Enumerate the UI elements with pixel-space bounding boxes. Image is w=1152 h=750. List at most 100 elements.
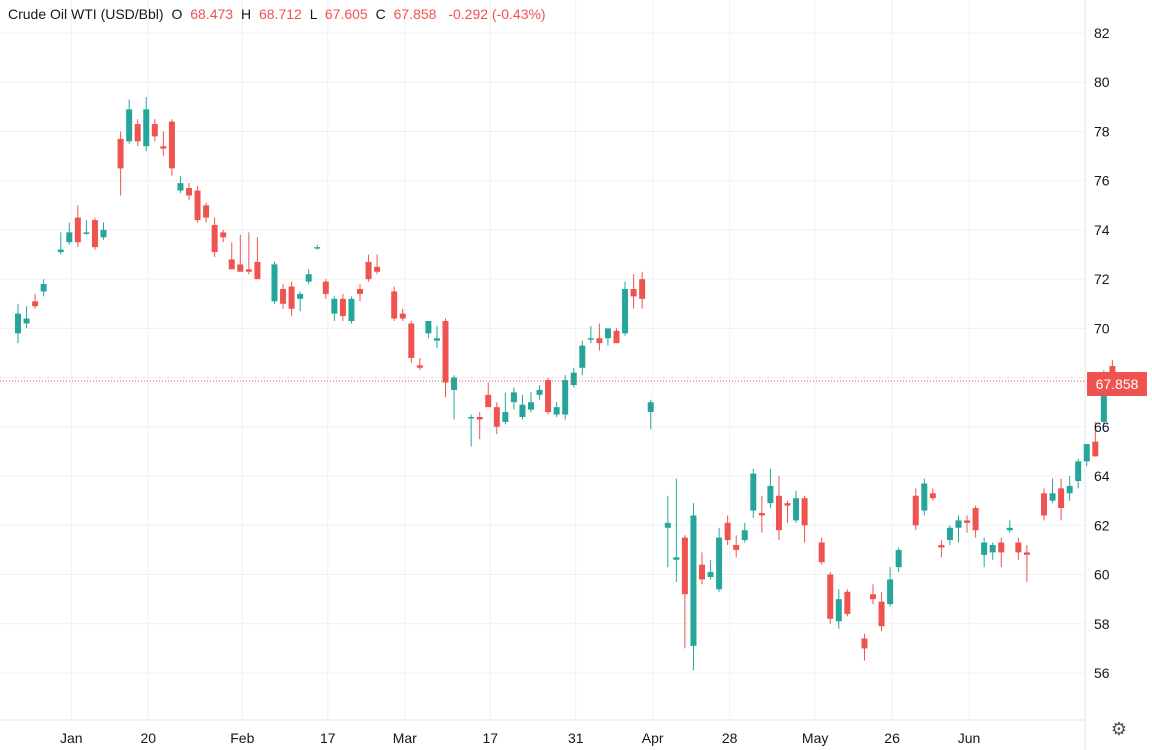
y-tick-label: 60	[1094, 567, 1110, 583]
candle-body	[639, 279, 646, 299]
candle	[895, 547, 902, 573]
candle	[630, 274, 637, 309]
x-tick-label: 26	[884, 730, 900, 746]
candle-body	[485, 394, 492, 408]
x-tick-label: 20	[140, 730, 156, 746]
candle-body	[425, 321, 432, 334]
x-tick-label: 28	[722, 730, 738, 746]
candle-body	[699, 564, 705, 580]
candle	[485, 382, 492, 408]
candle-body	[245, 269, 252, 272]
candle	[784, 500, 791, 523]
candle-body	[1083, 444, 1090, 462]
candle-body	[1092, 441, 1099, 457]
candle	[989, 542, 996, 560]
candle-body	[741, 530, 748, 541]
candle-body	[784, 503, 791, 506]
candle-body	[502, 412, 509, 422]
candle	[416, 357, 423, 371]
candle	[647, 399, 654, 430]
candle	[938, 540, 945, 558]
candle-body	[912, 495, 919, 526]
candle-body	[493, 407, 500, 427]
candle	[929, 488, 936, 501]
candle-body	[981, 542, 988, 555]
candle-body	[15, 313, 21, 334]
candle-body	[775, 495, 782, 531]
candle	[887, 567, 894, 607]
candle	[237, 234, 244, 272]
candle-body	[536, 389, 543, 395]
candle	[699, 552, 705, 585]
candle-body	[801, 498, 808, 526]
candle-body	[40, 284, 47, 292]
y-tick-label: 80	[1094, 74, 1110, 90]
candle-body	[357, 289, 363, 294]
candle-body	[211, 225, 218, 253]
candle	[211, 217, 218, 257]
y-axis-tick-labels: 5658606264666870727476788082	[1094, 25, 1110, 681]
candle	[1049, 478, 1056, 504]
candle	[83, 220, 90, 235]
y-tick-label: 62	[1094, 517, 1110, 533]
candle-body	[442, 321, 449, 383]
candle-body	[194, 190, 201, 221]
candle	[57, 232, 64, 255]
candle-body	[758, 513, 765, 516]
candle	[596, 323, 603, 351]
candle-body	[288, 286, 295, 309]
gear-icon[interactable]: ⚙	[1110, 719, 1128, 740]
candle-body	[707, 572, 714, 577]
candle-body	[203, 205, 210, 218]
candle	[1092, 421, 1099, 457]
candle	[297, 291, 304, 312]
candle-body	[32, 301, 39, 307]
x-tick-label: May	[802, 730, 828, 746]
candle	[870, 584, 876, 605]
candle	[835, 589, 842, 629]
candle	[536, 385, 543, 400]
candle	[639, 271, 646, 309]
candle-body	[408, 323, 415, 358]
candle	[510, 387, 517, 410]
y-tick-label: 76	[1094, 173, 1110, 189]
candle	[827, 572, 834, 624]
candle-body	[254, 261, 261, 280]
candle-body	[587, 338, 594, 340]
candle-body	[528, 402, 534, 410]
candle-body	[1100, 372, 1107, 422]
candle	[673, 478, 680, 582]
candle	[168, 119, 175, 176]
x-tick-label: Feb	[230, 730, 254, 746]
last-price-label: 67.858	[1087, 372, 1147, 396]
legend-open-value: 68.473	[190, 6, 234, 22]
candle	[1075, 458, 1082, 489]
candle	[818, 537, 825, 565]
legend-low-value: 67.605	[324, 6, 368, 22]
candle-body	[664, 522, 671, 528]
candle	[23, 306, 30, 329]
candle	[861, 633, 868, 661]
candle	[228, 242, 235, 270]
candle	[134, 119, 141, 147]
candle	[374, 254, 381, 275]
y-tick-label: 64	[1094, 468, 1110, 484]
candle	[912, 488, 919, 531]
candle-body	[562, 380, 569, 415]
candle-body	[835, 599, 842, 622]
candle-body	[143, 109, 150, 147]
candle-body	[416, 365, 423, 368]
candle-body	[630, 289, 637, 297]
candle	[1058, 478, 1065, 521]
candle	[399, 308, 406, 321]
candle-body	[767, 485, 774, 504]
candle-body	[220, 232, 227, 238]
candle	[74, 205, 81, 248]
candle	[946, 525, 953, 545]
candle	[186, 183, 192, 201]
candle-body	[365, 261, 372, 280]
candle	[579, 340, 586, 376]
candle-body	[374, 266, 381, 272]
candle-body	[998, 542, 1005, 553]
